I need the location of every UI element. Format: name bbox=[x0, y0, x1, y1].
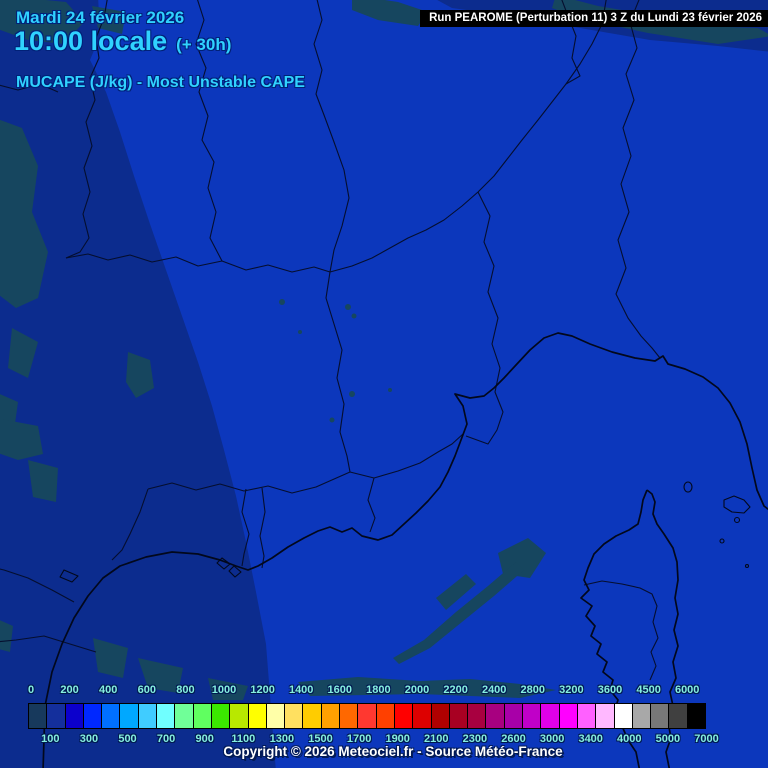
legend-color-cell bbox=[284, 703, 304, 729]
department-borders bbox=[0, 0, 661, 681]
legend-color-cell bbox=[631, 703, 652, 729]
legend-scale-label: 200 bbox=[60, 684, 79, 696]
legend-scale-label: 4000 bbox=[617, 733, 642, 745]
legend-scale-label: 7000 bbox=[694, 733, 719, 745]
legend-scale-label: 600 bbox=[137, 684, 156, 696]
legend-color-cell bbox=[613, 703, 633, 729]
legend-color-cell bbox=[668, 703, 688, 729]
legend-scale-label: 1800 bbox=[366, 684, 391, 696]
legend-color-cell bbox=[82, 703, 103, 729]
legend-color-cell bbox=[540, 703, 560, 729]
legend-color-cell bbox=[229, 703, 249, 729]
legend-scale-label: 3200 bbox=[559, 684, 584, 696]
legend-color-cell bbox=[28, 703, 48, 729]
legend-color-cell bbox=[375, 703, 395, 729]
legend-color-cell bbox=[357, 703, 377, 729]
forecast-time-line: 10:00 locale (+ 30h) bbox=[14, 26, 231, 57]
legend-color-cell bbox=[156, 703, 176, 729]
legend-color-cell bbox=[412, 703, 432, 729]
legend-scale-label: 1300 bbox=[269, 733, 295, 745]
legend-color-cell bbox=[119, 703, 139, 729]
legend-scale-label: 1900 bbox=[385, 733, 410, 745]
legend-scale-label: 1600 bbox=[327, 684, 353, 696]
legend-scale-label: 800 bbox=[176, 684, 195, 696]
legend-scale-label: 1700 bbox=[346, 733, 372, 745]
legend-scale-label: 3400 bbox=[578, 733, 603, 745]
legend-scale-label: 5000 bbox=[655, 733, 681, 745]
legend-color-cell bbox=[393, 703, 414, 729]
legend-scale-label: 300 bbox=[79, 733, 99, 745]
legend-scale-label: 1500 bbox=[308, 733, 333, 745]
forecast-date: Mardi 24 février 2026 bbox=[16, 8, 185, 27]
legend-color-cell bbox=[576, 703, 597, 729]
legend-color-cell bbox=[448, 703, 469, 729]
legend-color-cell bbox=[174, 703, 194, 729]
legend-color-cell bbox=[686, 703, 706, 729]
legend-color-cell bbox=[339, 703, 359, 729]
legend-scale-label: 2100 bbox=[424, 733, 449, 745]
legend-scale-label: 2000 bbox=[404, 684, 430, 696]
copyright: Copyright © 2026 Meteociel.fr - Source M… bbox=[223, 744, 563, 759]
legend-scale-label: 3000 bbox=[539, 733, 565, 745]
legend-scale-label: 2800 bbox=[520, 684, 546, 696]
legend-color-cell bbox=[430, 703, 450, 729]
legend-color-cell bbox=[192, 703, 212, 729]
legend-color-cell bbox=[302, 703, 322, 729]
product-title: MUCAPE (J/kg) - Most Unstable CAPE bbox=[16, 74, 305, 91]
legend-color-cell bbox=[247, 703, 267, 729]
coastline bbox=[42, 332, 768, 768]
legend-scale-label: 2400 bbox=[481, 684, 507, 696]
legend-color-cell bbox=[467, 703, 487, 729]
legend-color-cell bbox=[650, 703, 670, 729]
forecast-time: 10:00 locale bbox=[14, 26, 168, 56]
legend-scale-label: 1400 bbox=[288, 684, 314, 696]
legend-scale-label: 500 bbox=[118, 733, 137, 745]
legend-scale-label: 1100 bbox=[231, 733, 256, 745]
legend-color-cell bbox=[320, 703, 341, 729]
legend-scale-label: 6000 bbox=[674, 684, 700, 696]
legend-color-cell bbox=[503, 703, 524, 729]
legend-scale-label: 2200 bbox=[443, 684, 468, 696]
legend-scale-label: 700 bbox=[156, 733, 176, 745]
cape-color-scale bbox=[28, 703, 706, 729]
forecast-offset: (+ 30h) bbox=[176, 35, 232, 54]
legend-scale-label: 400 bbox=[99, 684, 118, 696]
legend-color-cell bbox=[522, 703, 542, 729]
legend-color-cell bbox=[265, 703, 286, 729]
legend-scale-label: 1200 bbox=[250, 684, 275, 696]
run-info-banner: Run PEAROME (Perturbation 11) 3 Z du Lun… bbox=[420, 10, 768, 27]
legend-scale-label: 4500 bbox=[636, 684, 661, 696]
legend-scale-label: 100 bbox=[41, 733, 60, 745]
legend-scale-label: 2300 bbox=[462, 733, 488, 745]
legend-color-cell bbox=[485, 703, 505, 729]
legend-scale-label: 3600 bbox=[597, 684, 623, 696]
legend-color-cell bbox=[64, 703, 84, 729]
legend-scale-label: 1000 bbox=[211, 684, 237, 696]
legend-scale-label: 900 bbox=[195, 733, 214, 745]
legend-color-cell bbox=[595, 703, 615, 729]
legend-color-cell bbox=[46, 703, 66, 729]
legend-color-cell bbox=[558, 703, 578, 729]
legend-color-cell bbox=[210, 703, 231, 729]
legend-color-cell bbox=[137, 703, 158, 729]
legend-color-cell bbox=[101, 703, 121, 729]
legend-scale-label: 2600 bbox=[501, 733, 526, 745]
legend-scale-label: 0 bbox=[27, 684, 35, 696]
